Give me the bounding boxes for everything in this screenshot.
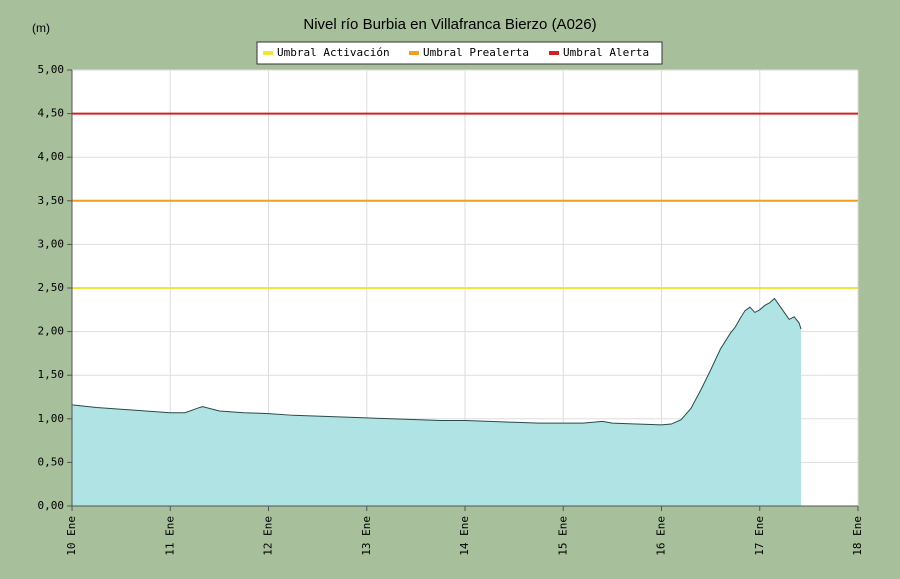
legend-label: Umbral Prealerta	[423, 46, 529, 59]
y-tick-label: 3,50	[38, 194, 65, 207]
legend-swatch	[549, 51, 559, 55]
y-axis-label: (m)	[32, 21, 50, 35]
y-tick-label: 4,00	[38, 150, 65, 163]
x-tick-label: 14 Ene	[458, 516, 471, 556]
x-tick-label: 18 Ene	[851, 516, 864, 556]
x-tick-label: 17 Ene	[753, 516, 766, 556]
legend-label: Umbral Activación	[277, 46, 390, 59]
x-tick-label: 11 Ene	[163, 516, 176, 556]
y-tick-label: 3,00	[38, 237, 65, 250]
legend	[256, 41, 663, 65]
y-tick-label: 4,50	[38, 107, 65, 120]
x-tick-label: 16 Ene	[655, 516, 668, 556]
chart-title: Nivel río Burbia en Villafranca Bierzo (…	[303, 16, 596, 33]
y-tick-label: 1,50	[38, 368, 65, 381]
x-tick-label: 10 Ene	[65, 516, 78, 556]
area	[72, 298, 802, 506]
legend-swatch	[263, 51, 273, 55]
legend-label: Umbral Alerta	[563, 46, 649, 59]
y-tick-label: 1,00	[38, 412, 65, 425]
y-tick-label: 5,00	[38, 63, 65, 76]
x-tick-label: 13 Ene	[360, 516, 373, 556]
x-tick-label: 12 Ene	[262, 516, 275, 556]
legend-swatch	[409, 51, 419, 55]
y-tick-label: 2,50	[38, 281, 65, 294]
area-line	[71, 297, 802, 426]
y-tick-label: 0,00	[38, 499, 65, 512]
y-tick-label: 0,50	[38, 455, 65, 468]
x-tick-label: 15 Ene	[556, 516, 569, 556]
y-tick-label: 2,00	[38, 325, 65, 338]
